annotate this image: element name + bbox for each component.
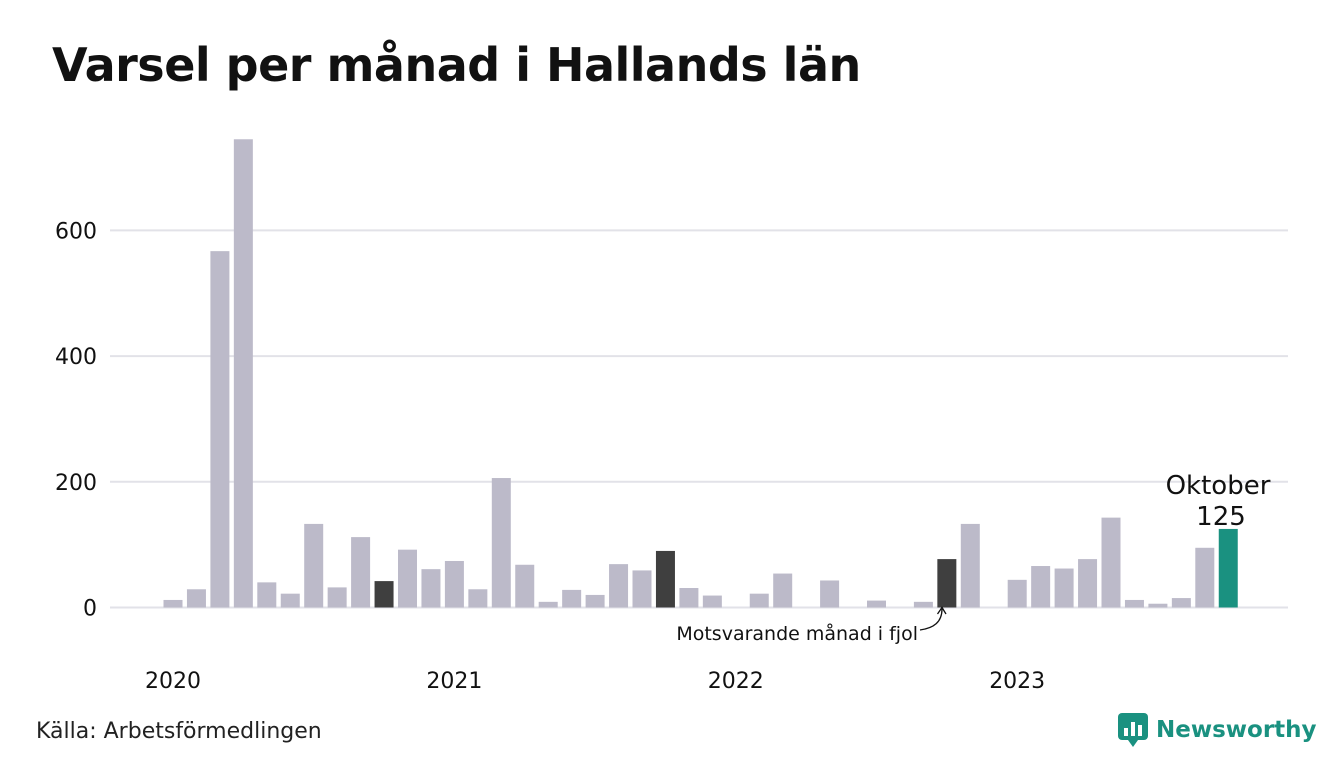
current-month-label: Oktober <box>1166 471 1271 501</box>
y-tick-label: 600 <box>55 219 97 244</box>
x-axis-year-labels: 2020 2021 2022 2023 <box>145 669 1045 694</box>
bar-2020-07 <box>304 523 324 608</box>
bar-2021-02 <box>468 589 488 608</box>
bar-2022-05 <box>820 580 840 608</box>
annotation-arrow <box>919 608 943 631</box>
bar-2023-05 <box>1101 517 1121 608</box>
bar-2023-03 <box>1054 568 1074 608</box>
bar-2020-10 <box>374 581 394 608</box>
bar-2021-09 <box>632 570 652 608</box>
bar-chart: 0 200 400 600 2020 2021 2022 2023 Motsvarande … <box>55 139 1288 694</box>
bar-2021-10 <box>655 550 675 608</box>
bar-2020-05 <box>257 582 277 608</box>
bar-2020-06 <box>280 593 300 608</box>
bar-2023-02 <box>1031 566 1051 608</box>
bar-2022-10 <box>937 559 957 608</box>
bar-2020-08 <box>327 587 347 608</box>
bar-2023-01 <box>1007 579 1027 608</box>
annotations: Motsvarande månad i fjol Oktober 125 <box>676 471 1270 645</box>
bar-2021-06 <box>562 589 582 608</box>
bar-2022-09 <box>913 601 933 608</box>
source-note: Källa: Arbetsförmedlingen <box>36 719 322 744</box>
brand-logo[interactable]: Newsworthy <box>1118 713 1317 747</box>
y-tick-label: 0 <box>83 597 97 622</box>
bar-2021-01 <box>444 560 464 608</box>
x-tick-label-2022: 2022 <box>708 669 764 694</box>
bar-2023-08 <box>1171 598 1191 608</box>
bar-2022-03 <box>773 573 793 608</box>
bar-2021-05 <box>538 601 558 608</box>
bar-2020-09 <box>351 537 371 608</box>
bar-2020-03 <box>210 251 230 608</box>
bar-2023-04 <box>1078 559 1098 608</box>
bar-2021-12 <box>702 595 722 608</box>
bar-2022-07 <box>867 600 886 608</box>
bar-2023-09 <box>1195 547 1215 608</box>
bar-2022-11 <box>960 523 980 608</box>
bars <box>163 139 1238 608</box>
bar-2021-11 <box>679 588 699 608</box>
bar-2022-02 <box>749 593 769 608</box>
current-month-value: 125 <box>1196 502 1246 532</box>
y-tick-label: 400 <box>55 345 97 370</box>
y-axis-ticks: 0 200 400 600 <box>55 219 97 621</box>
previous-year-annotation: Motsvarande månad i fjol <box>676 622 918 645</box>
bar-2020-12 <box>421 569 441 608</box>
bar-2020-01 <box>163 599 183 608</box>
brand-name: Newsworthy <box>1156 717 1317 743</box>
bar-2021-04 <box>515 564 535 608</box>
bar-2023-10 <box>1218 528 1238 608</box>
x-tick-label-2021: 2021 <box>426 669 482 694</box>
bar-2021-08 <box>609 564 629 608</box>
newsworthy-logo-icon <box>1118 713 1148 747</box>
bar-2020-04 <box>233 139 253 608</box>
bar-2023-06 <box>1124 599 1144 608</box>
annotation-arrowhead <box>936 606 947 615</box>
bar-2020-11 <box>398 549 417 608</box>
y-tick-label: 200 <box>55 471 97 496</box>
x-tick-label-2020: 2020 <box>145 669 201 694</box>
bar-2021-03 <box>491 478 511 608</box>
bar-2021-07 <box>585 594 605 608</box>
bar-2023-07 <box>1148 603 1168 608</box>
bar-2020-02 <box>186 589 206 608</box>
chart-title: Varsel per månad i Hallands län <box>52 38 861 92</box>
x-tick-label-2023: 2023 <box>989 669 1045 694</box>
